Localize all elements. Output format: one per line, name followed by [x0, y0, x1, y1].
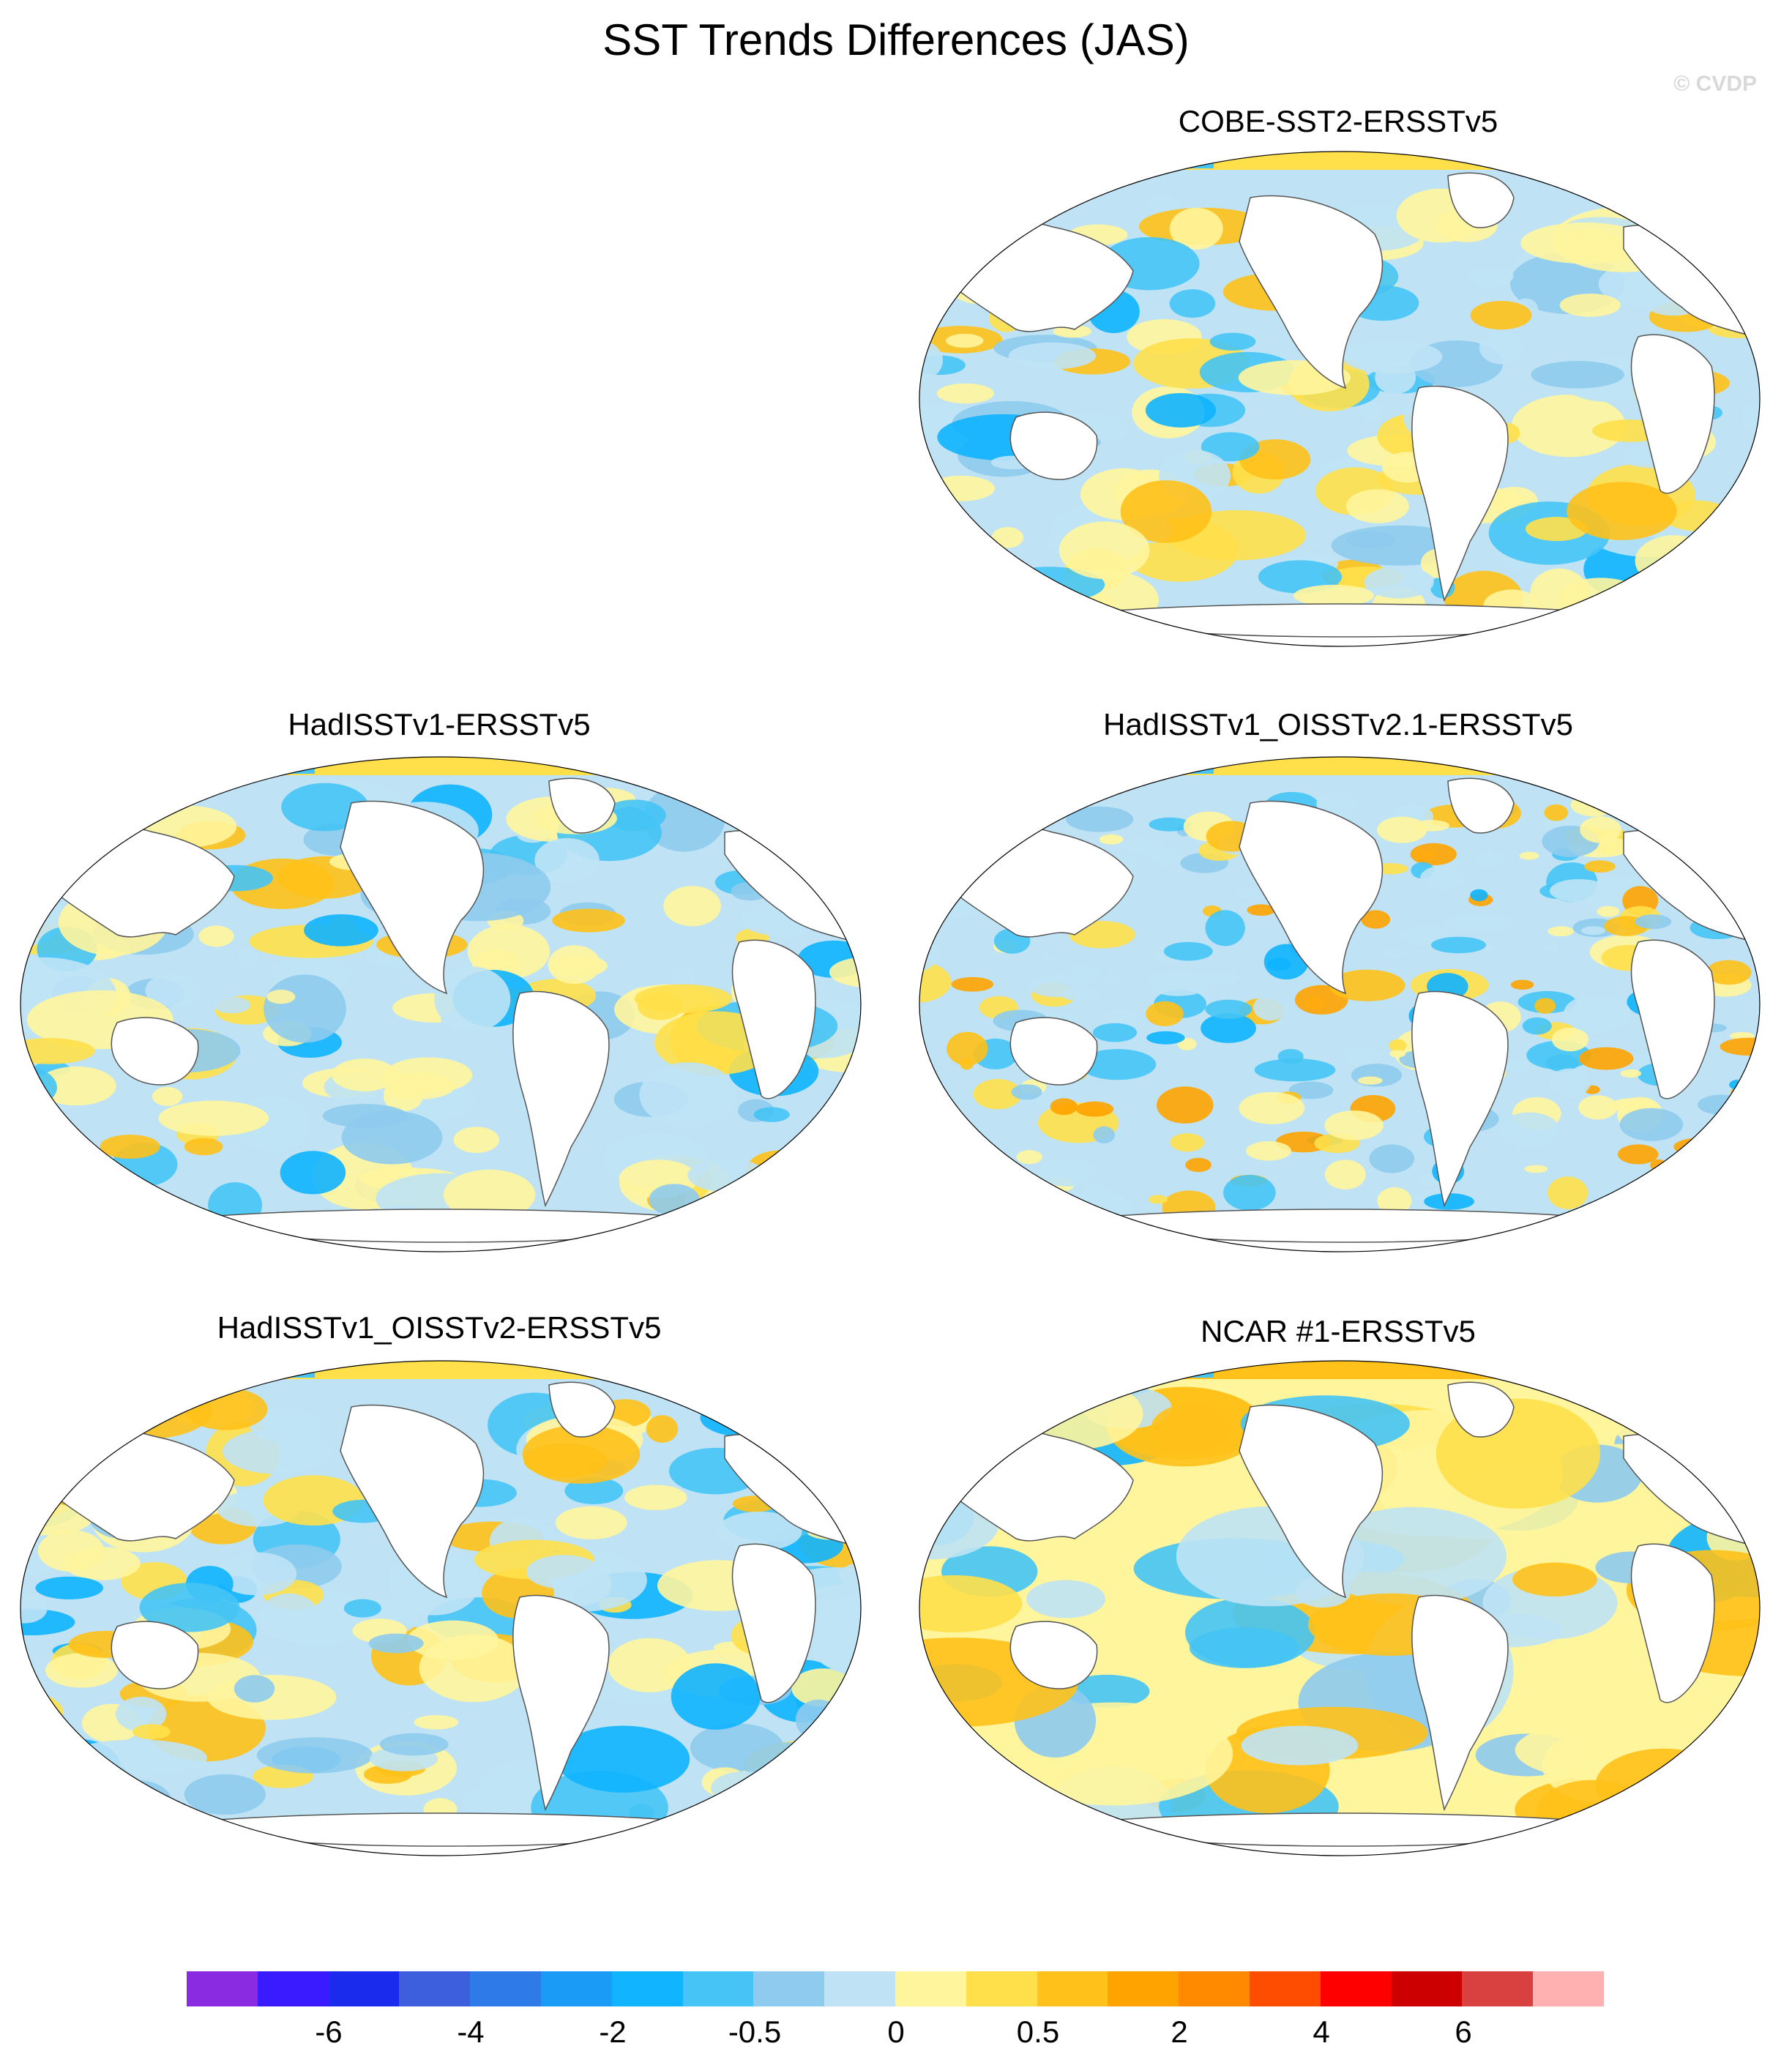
map-hadisst [20, 756, 862, 1252]
colorbar-swatch [753, 1971, 825, 2006]
colorbar-swatch [895, 1971, 966, 2006]
colorbar-swatch [966, 1971, 1037, 2006]
map-cobe [919, 151, 1761, 647]
colorbar-swatch [1462, 1971, 1534, 2006]
panel-title-hadisst-oisst2: HadISSTv1_OISSTv2-ERSSTv5 [217, 1310, 662, 1345]
main-title: SST Trends Differences (JAS) [602, 15, 1190, 64]
colorbar-tick-label: 2 [1171, 2014, 1188, 2049]
colorbar-tick-label: 4 [1313, 2014, 1330, 2049]
colorbar-swatch [611, 1971, 683, 2006]
colorbar-tick-label: 0 [887, 2014, 905, 2049]
panel-title-hadisst: HadISSTv1-ERSSTv5 [288, 707, 591, 742]
colorbar-swatch [682, 1971, 754, 2006]
colorbar-swatch [824, 1971, 895, 2006]
colorbar-swatch [187, 1971, 258, 2006]
colorbar-tick-label: 0.5 [1016, 2014, 1060, 2049]
colorbar-swatch [1037, 1971, 1108, 2006]
watermark: © CVDP [1673, 72, 1757, 96]
map-hadisst-oisst2 [20, 1360, 862, 1856]
colorbar-tick-label: 6 [1455, 2014, 1472, 2049]
colorbar-swatch [470, 1971, 541, 2006]
panel-title-hadisst-oisst21: HadISSTv1_OISSTv2.1-ERSSTv5 [1103, 707, 1573, 742]
map-ncar1 [919, 1360, 1761, 1856]
colorbar-swatch [1179, 1971, 1250, 2006]
colorbar-swatch [1108, 1971, 1179, 2006]
colorbar-swatch [1391, 1971, 1463, 2006]
colorbar-swatch [399, 1971, 471, 2006]
colorbar-swatch [1533, 1971, 1604, 2006]
colorbar-tick-label: -6 [315, 2014, 343, 2049]
panel-title-ncar1: NCAR #1-ERSSTv5 [1201, 1314, 1476, 1348]
map-hadisst-oisst21 [919, 756, 1761, 1252]
colorbar-swatch [257, 1971, 329, 2006]
colorbar-tick-label: -2 [599, 2014, 627, 2049]
colorbar-tick-label: -0.5 [728, 2014, 782, 2049]
colorbar-swatch [1320, 1971, 1392, 2006]
colorbar-swatch [1249, 1971, 1321, 2006]
colorbar-tick-label: -4 [457, 2014, 485, 2049]
panel-title-cobe: COBE-SST2-ERSSTv5 [1178, 104, 1498, 138]
colorbar-swatch [540, 1971, 612, 2006]
colorbar-swatch [328, 1971, 400, 2006]
colorbar [187, 1971, 1604, 2006]
